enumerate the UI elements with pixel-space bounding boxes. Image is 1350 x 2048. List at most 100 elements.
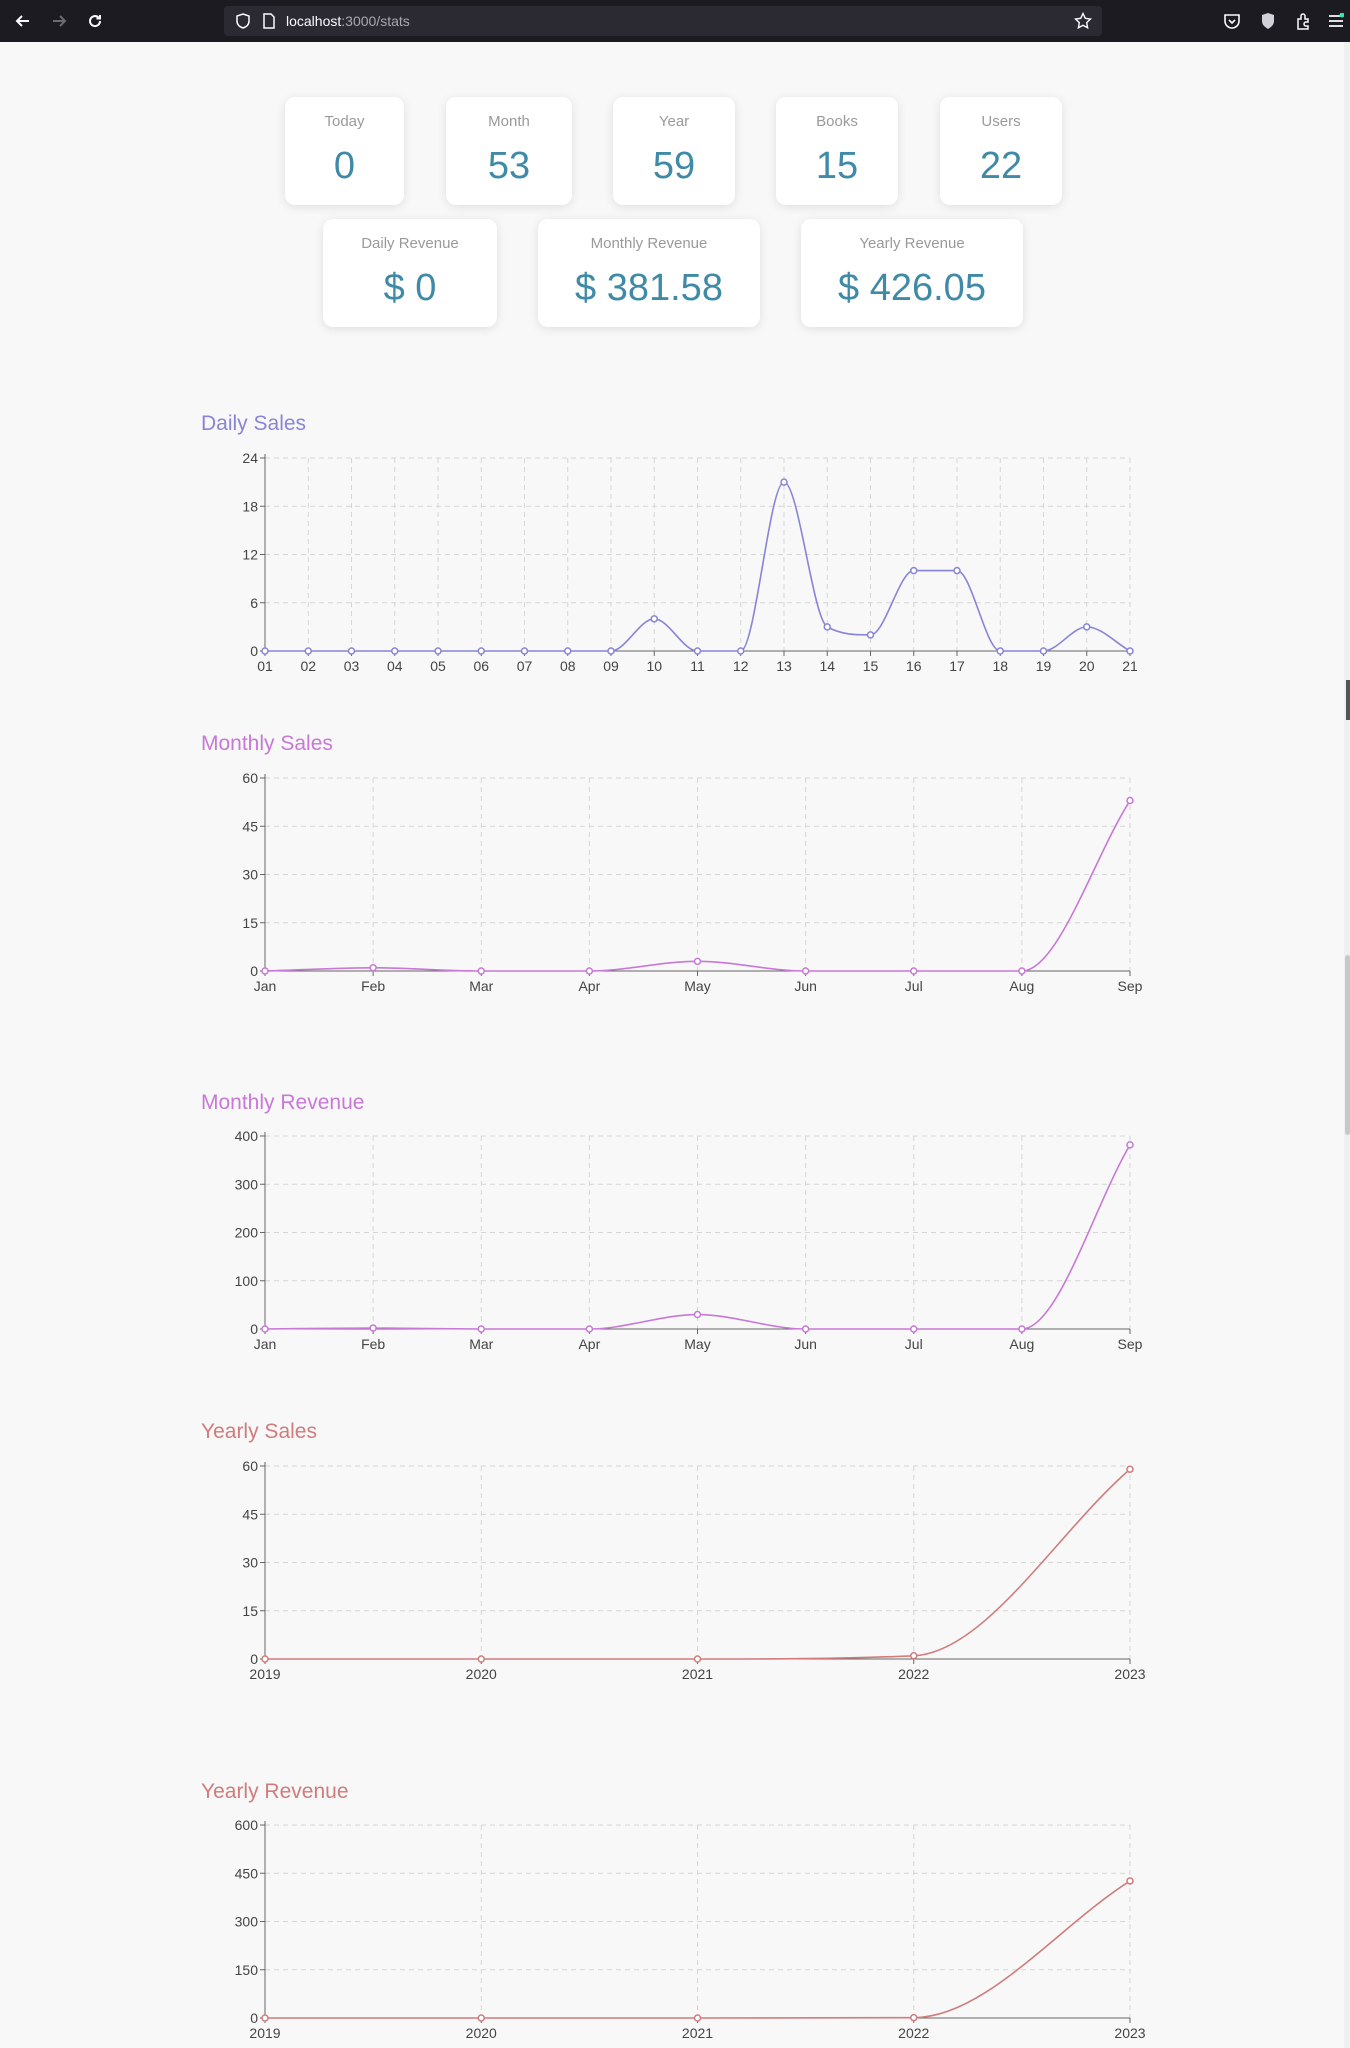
data-point[interactable] <box>801 1325 810 1333</box>
x-tick-label: 13 <box>776 658 792 674</box>
data-point[interactable] <box>693 647 702 655</box>
data-point[interactable] <box>866 631 875 639</box>
x-tick-label: 2020 <box>466 1666 497 1682</box>
data-point[interactable] <box>261 647 269 655</box>
data-point[interactable] <box>477 647 485 655</box>
x-tick-label: 2022 <box>898 2025 929 2041</box>
data-point[interactable] <box>910 1325 918 1333</box>
stat-value: 22 <box>979 145 1023 187</box>
data-point[interactable] <box>1126 1465 1134 1473</box>
extensions-icon[interactable] <box>1292 9 1316 33</box>
data-point[interactable] <box>801 967 810 975</box>
y-tick-label: 60 <box>242 770 258 786</box>
data-point[interactable] <box>477 967 485 975</box>
data-point[interactable] <box>823 623 831 631</box>
x-tick-label: Aug <box>1009 978 1034 994</box>
menu-icon[interactable] <box>1326 9 1346 33</box>
chart-grid <box>265 1824 1131 2018</box>
shield-icon[interactable] <box>232 10 254 32</box>
shield-badge-icon[interactable] <box>1256 9 1280 33</box>
data-point[interactable] <box>564 647 572 655</box>
data-point[interactable] <box>910 2013 918 2022</box>
data-point[interactable] <box>477 1325 485 1333</box>
data-point[interactable] <box>585 1325 594 1333</box>
x-tick-label: Mar <box>469 1336 493 1352</box>
y-tick-label: 24 <box>242 450 258 466</box>
x-tick-label: Feb <box>361 978 385 994</box>
data-point[interactable] <box>737 647 745 655</box>
data-point[interactable] <box>304 647 312 655</box>
data-point[interactable] <box>910 1652 918 1660</box>
y-tick-label: 0 <box>250 2010 258 2026</box>
star-icon[interactable] <box>1072 10 1094 32</box>
data-point[interactable] <box>391 647 399 655</box>
data-point[interactable] <box>693 1310 702 1319</box>
x-tick-label: Jan <box>254 978 277 994</box>
data-point[interactable] <box>261 1325 269 1333</box>
monthly-sales-title: Monthly Sales <box>201 732 333 755</box>
reload-icon[interactable] <box>82 8 108 34</box>
data-point[interactable] <box>1126 647 1134 655</box>
url-text[interactable]: localhost:3000/stats <box>286 13 410 29</box>
stat-card-today: Today 0 <box>285 97 404 205</box>
data-point[interactable] <box>693 957 702 966</box>
x-tick-label: 2021 <box>682 1666 713 1682</box>
data-point[interactable] <box>780 478 788 486</box>
y-tick-label: 45 <box>242 818 258 834</box>
data-point[interactable] <box>369 964 377 972</box>
data-point[interactable] <box>520 647 529 655</box>
data-point[interactable] <box>261 967 269 975</box>
data-point[interactable] <box>996 647 1004 655</box>
data-point[interactable] <box>261 2014 269 2022</box>
scrollbar-thumb[interactable] <box>1345 955 1350 1135</box>
data-point[interactable] <box>585 967 594 975</box>
data-point[interactable] <box>650 615 658 623</box>
y-tick-label: 6 <box>250 595 258 611</box>
data-point[interactable] <box>1126 796 1134 805</box>
x-tick-label: Jul <box>905 1336 923 1352</box>
x-tick-label: 14 <box>819 658 835 674</box>
stat-card-users: Users 22 <box>940 97 1062 205</box>
x-tick-label: 2023 <box>1114 2025 1145 2041</box>
x-tick-label: 2020 <box>466 2025 497 2041</box>
back-arrow-icon[interactable] <box>10 8 36 34</box>
x-tick-label: Jun <box>794 978 817 994</box>
data-point[interactable] <box>477 1655 485 1663</box>
yearly-sales-chart: 0 15 30 45 60 2019 2020 2021 2022 2023 <box>242 1458 1145 1682</box>
data-point[interactable] <box>1126 1877 1134 1885</box>
pocket-icon[interactable] <box>1220 9 1244 33</box>
y-tick-label: 12 <box>242 547 258 563</box>
data-point[interactable] <box>1083 623 1091 631</box>
data-point[interactable] <box>477 2014 485 2022</box>
data-point[interactable] <box>434 647 442 655</box>
data-point[interactable] <box>1126 1141 1134 1149</box>
data-point[interactable] <box>910 967 918 975</box>
stat-value: $ 381.58 <box>575 267 723 309</box>
stat-card-month: Month 53 <box>446 97 572 205</box>
data-point[interactable] <box>261 1655 269 1663</box>
data-point[interactable] <box>347 647 356 655</box>
data-point[interactable] <box>910 566 918 575</box>
data-point[interactable] <box>693 2014 702 2022</box>
forward-arrow-icon[interactable] <box>46 8 72 34</box>
x-tick-label: 15 <box>863 658 879 674</box>
data-point[interactable] <box>1018 967 1026 975</box>
data-point[interactable] <box>953 566 961 575</box>
x-tick-label: Jul <box>905 978 923 994</box>
data-point[interactable] <box>693 1655 702 1663</box>
y-tick-label: 150 <box>235 1962 259 1978</box>
data-point[interactable] <box>607 647 615 655</box>
stat-card-monthly-revenue: Monthly Revenue $ 381.58 <box>538 219 760 327</box>
data-point[interactable] <box>1039 647 1048 655</box>
page-icon[interactable] <box>258 10 280 32</box>
x-tick-label: 21 <box>1122 658 1138 674</box>
x-tick-label: 2023 <box>1114 1666 1145 1682</box>
stat-label: Month <box>488 113 530 130</box>
x-tick-label: Apr <box>578 1336 600 1352</box>
browser-toolbar: localhost:3000/stats <box>0 0 1350 42</box>
monthly-revenue-title: Monthly Revenue <box>201 1091 365 1114</box>
data-point[interactable] <box>369 1324 377 1332</box>
address-bar[interactable]: localhost:3000/stats <box>224 6 1102 36</box>
data-point[interactable] <box>1018 1325 1026 1333</box>
y-tick-label: 15 <box>242 1603 258 1619</box>
